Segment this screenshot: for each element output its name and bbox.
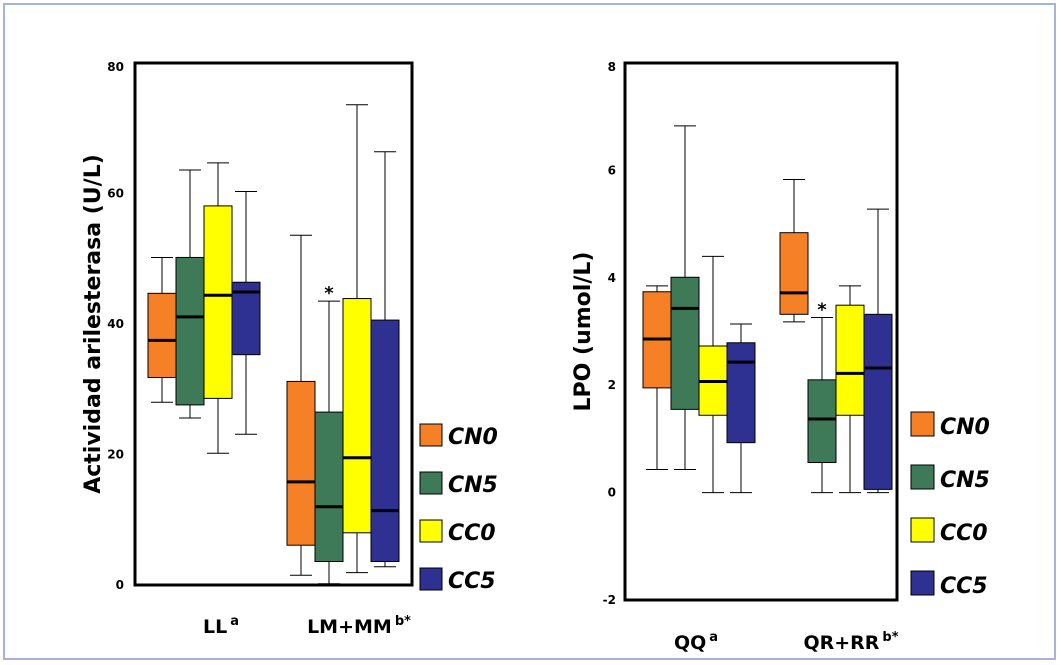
y-tick-label: 80 bbox=[107, 60, 124, 74]
box-cn0 bbox=[286, 380, 316, 546]
legend-label: CN5 bbox=[448, 473, 498, 498]
y-tick-label: 40 bbox=[107, 317, 124, 331]
legend-label: CC0 bbox=[940, 521, 988, 546]
legend-swatch-cc0 bbox=[419, 519, 443, 543]
legend-label: CC5 bbox=[448, 569, 496, 594]
box-cn5 bbox=[670, 276, 700, 410]
y-tick-label: 4 bbox=[608, 271, 616, 285]
legend-swatch-cn5 bbox=[419, 471, 443, 495]
y-axis-label: Actividad arilesterasa (U/L) bbox=[81, 154, 106, 494]
category-label-superscript: b* bbox=[395, 614, 411, 629]
legend-swatch-cn5 bbox=[910, 464, 935, 490]
box-cc5 bbox=[231, 281, 261, 356]
legend-label: CN5 bbox=[940, 468, 990, 493]
legend-label: CC0 bbox=[448, 521, 496, 546]
box-cc5 bbox=[863, 313, 893, 490]
box-cn5 bbox=[175, 256, 205, 406]
significance-asterisk: * bbox=[817, 300, 827, 321]
y-tick-label: 2 bbox=[608, 378, 616, 392]
lpo-boxplot: -2 0 2 4 6 8 LPO (umol/L) QQ a QR+RR b* * CN0 CN5 CC0 C… bbox=[571, 60, 990, 654]
plot-frame bbox=[133, 61, 414, 587]
legend-swatch-cn0 bbox=[910, 411, 935, 437]
category-label-text: LL bbox=[203, 616, 227, 638]
y-tick-label: 0 bbox=[608, 486, 616, 500]
y-tick-label: -2 bbox=[603, 593, 616, 607]
legend-swatch-cc0 bbox=[910, 517, 935, 543]
category-label-text: QR+RR bbox=[803, 632, 879, 654]
y-tick-label: 20 bbox=[107, 448, 124, 462]
category-label: QR+RR b* bbox=[803, 630, 898, 654]
y-tick-label: 6 bbox=[608, 163, 616, 177]
y-tick-label: 0 bbox=[116, 578, 124, 592]
box-cc0 bbox=[342, 298, 372, 534]
category-label-superscript: a bbox=[709, 630, 718, 645]
legend-label: CN0 bbox=[940, 415, 990, 440]
box-cc5 bbox=[370, 319, 400, 563]
legend-swatch-cc5 bbox=[910, 570, 935, 596]
box-cn0 bbox=[147, 292, 177, 379]
box-cn5 bbox=[314, 411, 344, 563]
legend-label: CC5 bbox=[940, 574, 988, 599]
legend-swatch-cn0 bbox=[419, 423, 443, 447]
plot-frame bbox=[623, 61, 899, 602]
category-label-superscript: b* bbox=[882, 630, 898, 645]
category-label-text: QQ bbox=[674, 632, 706, 654]
legend-swatch-cc5 bbox=[419, 567, 443, 591]
y-tick-label: 60 bbox=[107, 187, 124, 201]
y-tick-label: 8 bbox=[608, 60, 616, 74]
arilesterasa-boxplot: 0 20 40 60 80 Actividad arilesterasa (U/L) LL a… bbox=[81, 60, 498, 638]
category-label: QQ a bbox=[674, 630, 718, 654]
category-label-text: LM+MM bbox=[307, 616, 392, 638]
category-label-superscript: a bbox=[230, 614, 239, 629]
significance-asterisk: * bbox=[324, 283, 334, 304]
y-axis-label: LPO (umol/L) bbox=[571, 252, 596, 412]
box-cc0 bbox=[203, 205, 233, 399]
category-label: LM+MM b* bbox=[307, 614, 411, 638]
box-cn5 bbox=[807, 379, 837, 464]
category-label: LL a bbox=[203, 614, 239, 638]
box-cn0 bbox=[779, 232, 809, 315]
box-cc5 bbox=[726, 342, 756, 444]
box-cc0 bbox=[835, 304, 865, 416]
legend-label: CN0 bbox=[448, 425, 498, 450]
